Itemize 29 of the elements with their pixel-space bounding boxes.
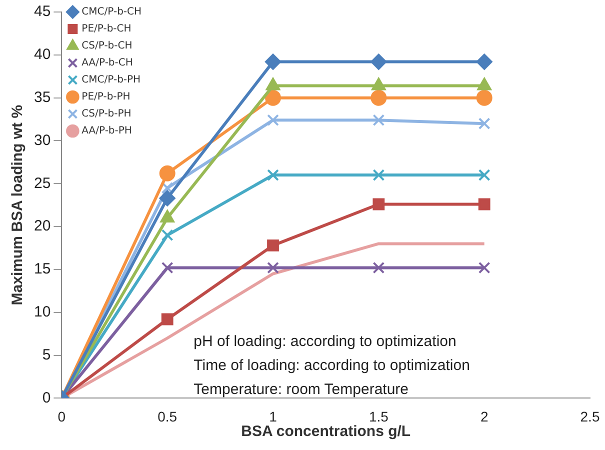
y-axis-title: Maximum BSA loading wt % — [9, 104, 26, 306]
legend-label: CMC/P-b-CH — [82, 6, 142, 18]
y-tick-label: 40 — [34, 46, 51, 64]
annotation: Temperature: room Temperature — [194, 381, 409, 398]
x-tick-label: 0.5 — [158, 408, 178, 424]
x-tick-label: 0 — [58, 408, 66, 424]
y-tick-label: 0 — [42, 389, 51, 406]
y-tick-label: 20 — [34, 218, 51, 235]
legend-label: AA/P-b-CH — [82, 58, 133, 69]
y-tick-label: 30 — [34, 132, 51, 149]
x-tick-label: 2.5 — [580, 408, 600, 424]
y-tick-label: 5 — [42, 346, 51, 364]
x-tick-label: 2 — [480, 408, 488, 424]
legend-label: CS/P-b-PH — [82, 108, 132, 120]
legend-label: AA/P-b-PH — [82, 126, 132, 137]
y-tick-label: 45 — [34, 3, 51, 20]
annotation: pH of loading: according to optimization — [194, 333, 456, 350]
legend-label: PE/P-b-PH — [82, 92, 130, 103]
y-tick-label: 25 — [34, 174, 51, 192]
x-tick-label: 1.5 — [368, 408, 389, 424]
y-tick-label: 15 — [34, 260, 51, 278]
legend-label: PE/P-b-CH — [82, 24, 132, 35]
legend-label: CS/P-b-CH — [82, 40, 132, 52]
legend-label: CMC/P-b-PH — [82, 74, 141, 86]
y-tick-label: 10 — [34, 304, 51, 321]
x-axis-title: BSA concentrations g/L — [241, 423, 411, 440]
y-tick-label: 35 — [34, 88, 51, 106]
annotation: Time of loading: according to optimization — [194, 357, 470, 374]
x-tick-label: 1 — [269, 408, 278, 424]
